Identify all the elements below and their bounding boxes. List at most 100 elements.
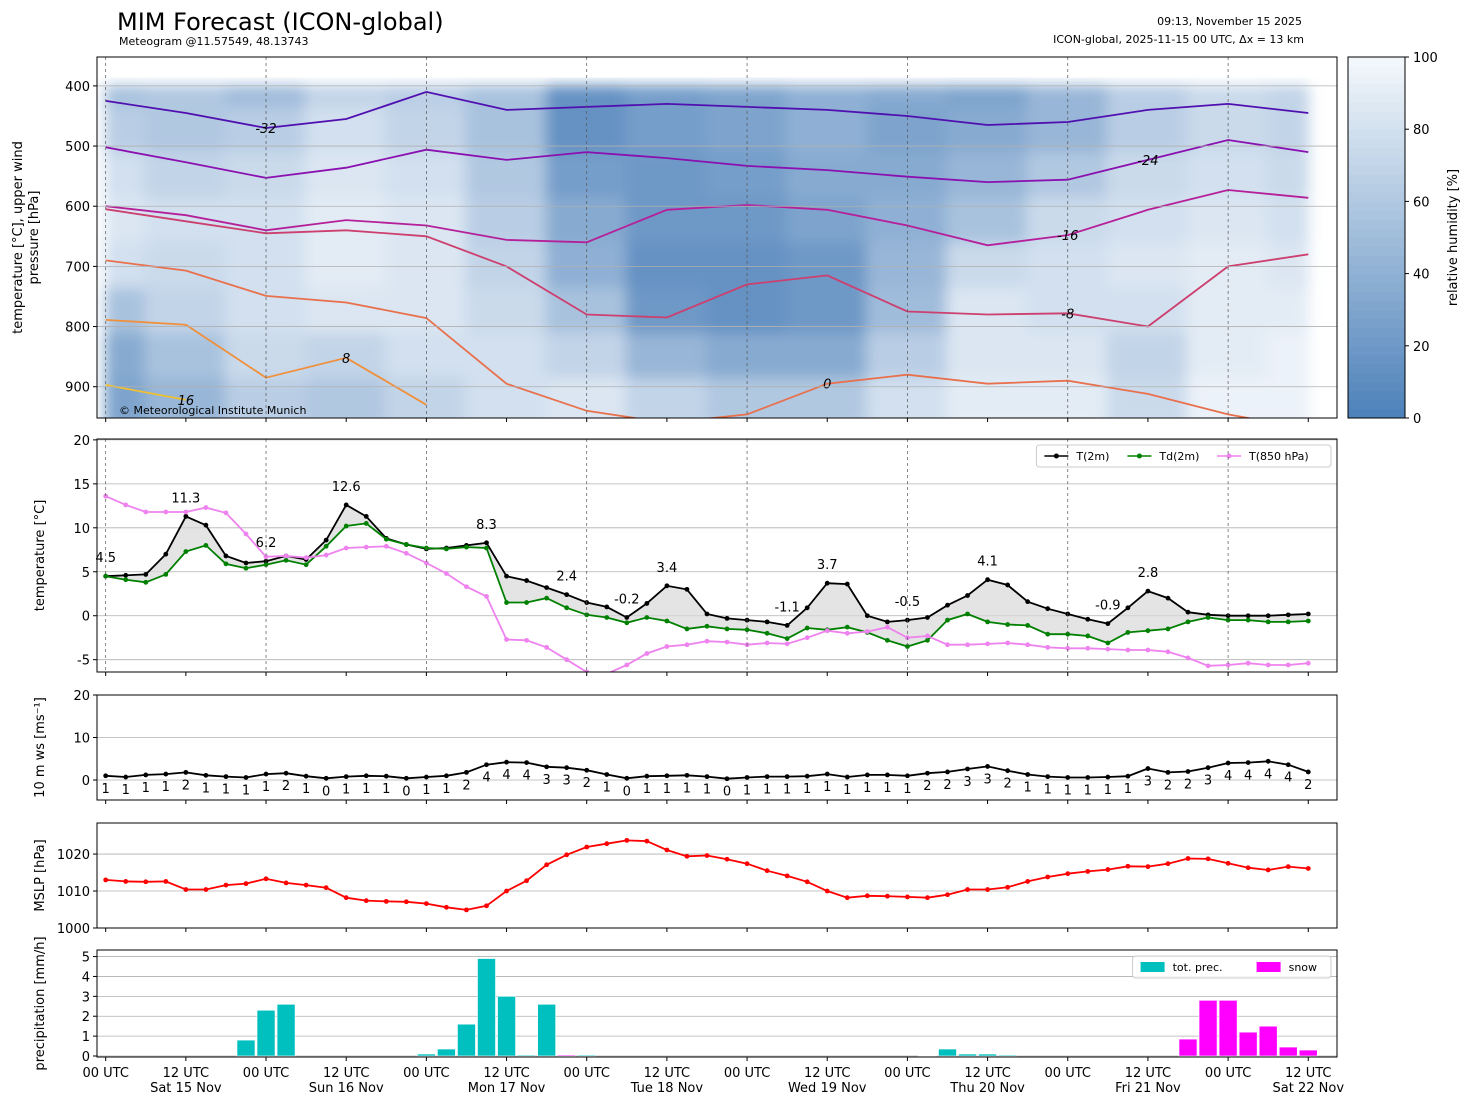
y-tick-label: 10 [73, 522, 90, 537]
colorbar-band [1348, 399, 1405, 410]
point [784, 641, 790, 647]
value-label: 1 [803, 782, 811, 797]
value-label: 1 [422, 783, 430, 798]
point [143, 879, 149, 885]
legend-label: tot. prec. [1173, 961, 1223, 974]
x-tick-label: 12 UTC [644, 1066, 690, 1081]
colorbar-band [1348, 200, 1405, 211]
bar [477, 958, 496, 1057]
point [764, 868, 770, 874]
humidity-cell [786, 333, 869, 381]
colorbar-band [1348, 173, 1405, 184]
point [263, 554, 269, 560]
colorbar-band [1348, 291, 1405, 302]
y-tick-label: 5 [82, 951, 90, 966]
y-tick-label: 0 [82, 774, 90, 789]
point [243, 775, 249, 780]
isotherm [105, 90, 1309, 129]
value-label: 2 [923, 779, 931, 794]
point [1125, 863, 1131, 869]
point [423, 901, 429, 906]
point [985, 619, 990, 625]
colorbar-band [1348, 83, 1405, 94]
point [1185, 609, 1191, 615]
extreme-label: 3.7 [817, 558, 838, 573]
point [343, 545, 349, 551]
point [905, 644, 910, 649]
humidity-cell [104, 197, 147, 245]
point [1285, 619, 1291, 625]
x-tick-label: 00 UTC [724, 1066, 770, 1081]
point [884, 772, 890, 778]
value-label: 2 [1003, 777, 1011, 792]
y-tick-label: 20 [73, 434, 90, 449]
point [524, 600, 529, 605]
point [323, 885, 329, 891]
bar [276, 1003, 296, 1057]
y-axis-label: temperature [°C] [33, 500, 48, 612]
bar [577, 1054, 597, 1057]
point [223, 882, 229, 888]
humidity-cell [625, 333, 708, 381]
point [363, 513, 369, 519]
point [1145, 864, 1151, 870]
point [464, 907, 469, 913]
value-label: 2 [1164, 778, 1172, 793]
point [684, 642, 690, 648]
point [945, 769, 950, 775]
point [1105, 774, 1111, 780]
point [624, 662, 630, 668]
point [524, 578, 529, 583]
point [1145, 647, 1151, 653]
value-label: 1 [843, 783, 851, 798]
point [1085, 645, 1091, 651]
colorbar-band [1348, 372, 1405, 383]
extreme-label: 3.4 [657, 561, 678, 576]
point [1125, 647, 1131, 653]
point [283, 770, 289, 776]
humidity-cell [786, 287, 869, 336]
bar [517, 1054, 536, 1057]
extreme-label: 11.3 [171, 491, 200, 506]
humidity-cell [104, 152, 147, 200]
y-tick-label: 5 [82, 566, 90, 581]
point [203, 772, 209, 778]
value-label: 1 [1024, 780, 1032, 795]
point [584, 767, 590, 773]
humidity-cell [1267, 84, 1310, 110]
extreme-label: 8.3 [476, 518, 497, 533]
humidity-cell [946, 152, 1029, 200]
point [1045, 606, 1051, 612]
point [123, 572, 129, 578]
point [1265, 662, 1271, 668]
plot-frame [96, 949, 1338, 1058]
humidity-cell [786, 84, 869, 110]
point [363, 773, 369, 779]
point [824, 771, 830, 777]
x-tick-label: 00 UTC [82, 1066, 128, 1081]
point [884, 893, 890, 899]
point [764, 619, 770, 625]
colorbar-band [1348, 65, 1405, 76]
point [1045, 774, 1051, 780]
point [183, 887, 189, 892]
y-tick-label: 10 [73, 732, 90, 747]
bar [256, 1009, 276, 1057]
value-label: 1 [142, 781, 150, 796]
value-label: 2 [1184, 778, 1192, 793]
value-label: 0 [322, 784, 330, 799]
humidity-cell [625, 152, 708, 200]
point [684, 853, 690, 859]
copyright: © Meteorological Institute Munich [119, 404, 306, 417]
point [1245, 865, 1251, 871]
y-tick-label: 900 [65, 381, 90, 396]
point [1145, 628, 1151, 634]
point [624, 837, 630, 843]
point [143, 772, 149, 778]
point [524, 878, 529, 884]
point [925, 770, 930, 776]
bar [1298, 1049, 1318, 1057]
colorbar-band [1348, 182, 1405, 193]
isotherm [105, 208, 1309, 328]
